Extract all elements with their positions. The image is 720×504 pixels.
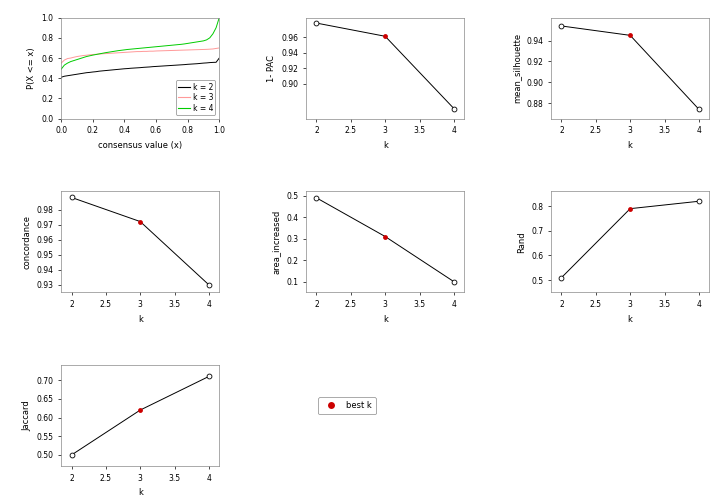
Y-axis label: mean_silhouette: mean_silhouette <box>512 33 521 103</box>
Legend: best k: best k <box>318 397 376 414</box>
Y-axis label: Jaccard: Jaccard <box>22 400 31 431</box>
Y-axis label: P(X <= x): P(X <= x) <box>27 47 36 89</box>
X-axis label: k: k <box>383 314 387 324</box>
X-axis label: consensus value (x): consensus value (x) <box>98 141 182 150</box>
Y-axis label: 1- PAC: 1- PAC <box>267 54 276 82</box>
Y-axis label: area_increased: area_increased <box>272 210 281 274</box>
Y-axis label: Rand: Rand <box>517 231 526 253</box>
Legend: k = 2, k = 3, k = 4: k = 2, k = 3, k = 4 <box>176 80 215 115</box>
X-axis label: k: k <box>628 141 633 150</box>
X-axis label: k: k <box>138 488 143 497</box>
X-axis label: k: k <box>138 314 143 324</box>
X-axis label: k: k <box>628 314 633 324</box>
X-axis label: k: k <box>383 141 387 150</box>
Y-axis label: concordance: concordance <box>22 215 31 269</box>
